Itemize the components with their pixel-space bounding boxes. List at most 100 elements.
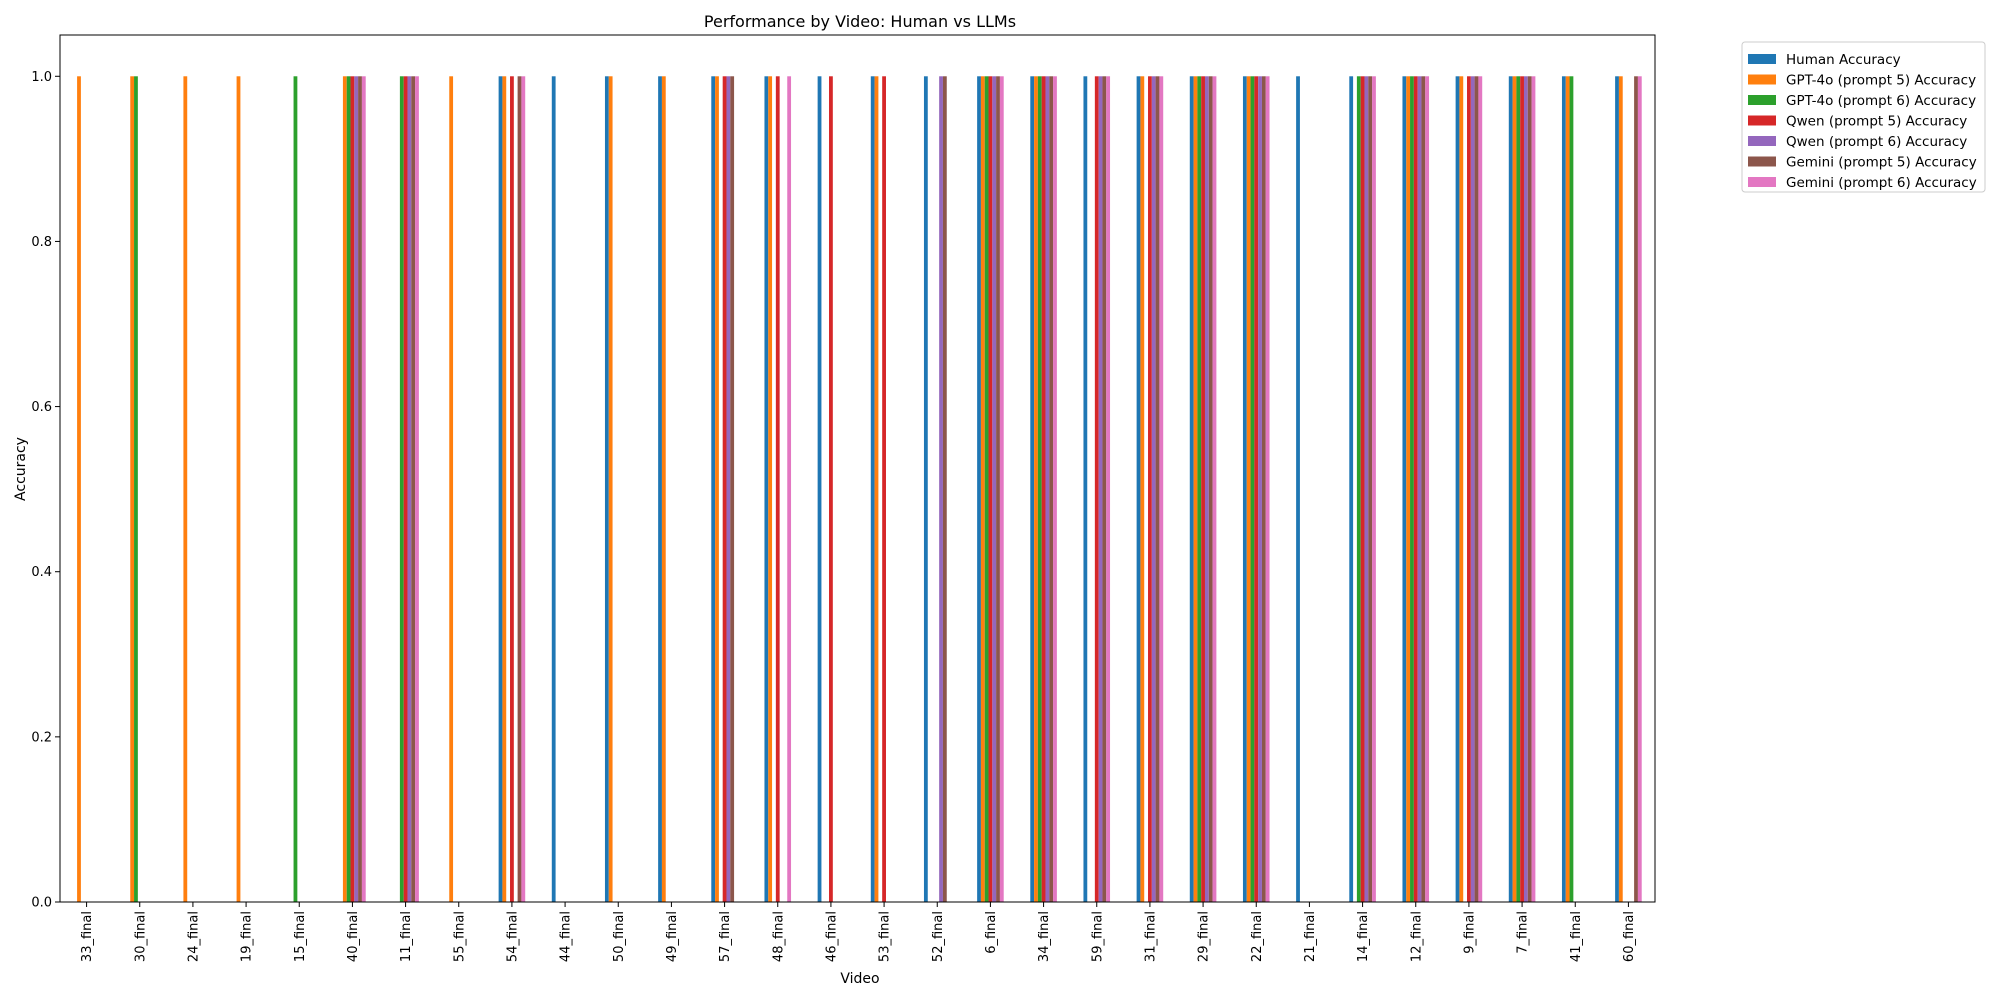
bar: [1030, 76, 1035, 903]
bar: [988, 76, 993, 903]
bar: [1106, 76, 1111, 903]
y-tick-label: 0.6: [31, 400, 52, 415]
bar: [1364, 76, 1369, 903]
x-tick-label: 50_final: [612, 911, 627, 962]
x-tick-label: 12_final: [1409, 911, 1424, 962]
bar: [399, 76, 404, 903]
bar: [1197, 76, 1202, 903]
bar: [236, 76, 241, 903]
bar: [415, 76, 419, 903]
bar: [1402, 76, 1407, 903]
bar: [1265, 76, 1270, 903]
x-tick-label: 14_final: [1356, 911, 1371, 962]
bar: [1523, 76, 1528, 903]
bar: [1098, 76, 1103, 903]
bar: [1140, 76, 1145, 903]
bar: [403, 76, 408, 903]
bar: [521, 76, 526, 903]
legend-label: GPT-4o (prompt 6) Accuracy: [1786, 93, 1976, 109]
legend-swatch: [1748, 74, 1776, 85]
legend-swatch: [1748, 177, 1776, 187]
bar: [722, 76, 727, 903]
bar: [1053, 76, 1057, 903]
legend-label: Human Accuracy: [1786, 52, 1901, 68]
bar: [1417, 76, 1422, 903]
bar: [1531, 76, 1536, 903]
bar: [1296, 76, 1300, 903]
y-tick-label: 0.4: [31, 565, 52, 580]
bar: [923, 76, 928, 903]
bars-layer: [77, 76, 1642, 903]
bar: [354, 76, 359, 903]
x-tick-label: 41_final: [1569, 911, 1584, 962]
legend-label: Gemini (prompt 6) Accuracy: [1786, 175, 1977, 191]
bar: [1159, 76, 1164, 903]
bar: [449, 76, 454, 903]
x-tick-label: 55_final: [452, 911, 467, 962]
bar: [1512, 76, 1517, 903]
x-tick-label: 34_final: [1037, 911, 1052, 962]
bar: [996, 76, 1000, 903]
x-tick-label: 11_final: [399, 911, 414, 962]
x-tick-label: 21_final: [1303, 911, 1318, 962]
bar: [942, 76, 947, 903]
bar: [992, 76, 997, 903]
bar: [1136, 76, 1141, 903]
bar: [661, 76, 666, 903]
bar: [1254, 76, 1259, 903]
y-axis-label: Accuracy: [13, 437, 29, 501]
bar: [1470, 76, 1475, 903]
x-tick-label: 6_final: [984, 911, 999, 954]
bar: [361, 76, 366, 903]
bar: [183, 76, 188, 903]
bar: [407, 76, 412, 903]
bar: [1189, 76, 1194, 903]
bar: [764, 76, 769, 903]
legend-swatch: [1748, 115, 1776, 126]
bar: [1478, 76, 1483, 903]
bar: [939, 76, 943, 903]
bar: [1508, 76, 1513, 903]
bar: [134, 76, 138, 903]
x-tick-label: 59_final: [1090, 911, 1105, 962]
x-tick-label: 24_final: [186, 911, 201, 962]
legend-label: GPT-4o (prompt 5) Accuracy: [1786, 73, 1976, 89]
x-tick-label: 15_final: [293, 911, 308, 962]
x-tick-label: 40_final: [346, 911, 361, 962]
y-tick-label: 0.0: [31, 896, 52, 911]
bar: [715, 76, 719, 903]
x-tick-label: 33_final: [80, 911, 95, 962]
y-tick-label: 1.0: [31, 70, 52, 85]
legend-swatch: [1748, 54, 1776, 64]
bar: [1565, 76, 1570, 903]
x-tick-label: 19_final: [240, 911, 255, 962]
bar: [77, 76, 81, 903]
x-tick-label: 44_final: [559, 911, 574, 962]
x-tick-label: 49_final: [665, 911, 680, 962]
bar: [1242, 76, 1247, 903]
bar: [882, 76, 886, 903]
bar: [817, 76, 822, 903]
bar: [1421, 76, 1426, 903]
bar: [1034, 76, 1038, 903]
x-tick-label: 30_final: [133, 911, 148, 962]
axes-layer: 0.0 0.2 0.4 0.6 0.8 1.0 33_final 30_final 24_fin…: [31, 34, 1656, 962]
bar: [775, 76, 780, 903]
bar: [977, 76, 981, 903]
bar: [1561, 76, 1566, 903]
bar: [1467, 76, 1471, 903]
bar: [1193, 76, 1198, 903]
bar: [874, 76, 879, 903]
chart-title: Performance by Video: Human vs LLMs: [704, 12, 1016, 31]
x-tick-label: 31_final: [1143, 911, 1158, 962]
x-tick-label: 60_final: [1622, 911, 1637, 962]
bar: [984, 76, 989, 903]
legend-label: Gemini (prompt 5) Accuracy: [1786, 155, 1977, 171]
bar: [726, 76, 731, 903]
bar: [1204, 76, 1209, 903]
x-tick-label: 57_final: [718, 911, 733, 962]
legend-label: Qwen (prompt 6) Accuracy: [1786, 134, 1967, 150]
bar: [1151, 76, 1156, 903]
x-tick-label: 46_final: [824, 911, 839, 962]
